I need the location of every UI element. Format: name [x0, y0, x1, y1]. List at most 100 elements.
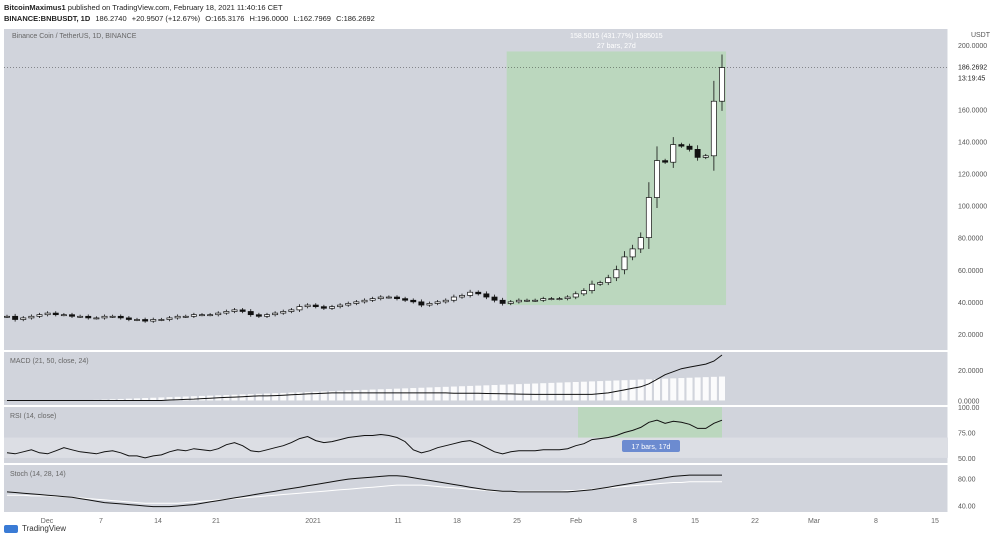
candle-body [645, 197, 652, 238]
macd-axis-tick-label: 20.0000 [958, 368, 983, 375]
measure-box-label-change: 158.5015 (431.77%) 1585015 [570, 33, 663, 40]
macd-histogram-bar [670, 378, 677, 401]
macd-histogram-bar [134, 398, 140, 401]
measure-box-label-bars: 27 bars, 27d [597, 43, 636, 50]
candle-body [556, 298, 563, 300]
macd-histogram-bar [125, 398, 132, 401]
stoch-axis-tick-label: 80.00 [958, 476, 976, 483]
macd-histogram-bar [312, 391, 319, 401]
time-axis-tick-label: Dec [41, 518, 54, 525]
header-line-1: BitcoinMaximus1 published on TradingView… [4, 3, 283, 12]
candle-body [28, 315, 35, 319]
macd-histogram-bar [394, 388, 400, 401]
candle-body [4, 315, 10, 318]
macd-histogram-bar [418, 387, 425, 401]
measure-box [506, 51, 727, 306]
macd-histogram-bar [507, 384, 514, 401]
macd-histogram-bar [629, 379, 636, 401]
macd-title: MACD (21, 50, close, 24) [10, 358, 89, 365]
macd-histogram-bar [710, 376, 717, 401]
macd-histogram-bar [564, 382, 571, 401]
candle-body [402, 298, 409, 301]
candle-body [199, 314, 205, 317]
footer-brand: TradingView [22, 524, 67, 533]
candle-body [296, 306, 303, 311]
macd-histogram-bar [532, 383, 539, 401]
macd-histogram-bar [637, 379, 644, 401]
tradingview-logo-icon [4, 524, 18, 533]
price-axis-tick-label: 20.0000 [958, 332, 983, 339]
candle-body [654, 160, 660, 198]
candle-body [264, 314, 270, 317]
time-axis-tick-label: 25 [513, 518, 521, 525]
candle-body [247, 311, 254, 316]
candle-body [459, 295, 465, 298]
candle-body [515, 299, 522, 303]
rsi-band [4, 437, 948, 458]
candle-body [52, 312, 59, 316]
candle-body [483, 293, 490, 298]
macd-histogram-bar [320, 391, 327, 401]
macd-histogram-bar [515, 384, 522, 401]
candle-body [719, 67, 725, 102]
time-axis-tick-label: 11 [394, 518, 401, 525]
rsi-bars-label: 17 bars, 17d [632, 444, 671, 451]
time-axis-tick-label: 8 [874, 518, 878, 525]
macd-histogram-bar [662, 378, 669, 401]
candle-body [93, 317, 100, 320]
macd-histogram-bar [719, 376, 725, 401]
price-axis-unit-label: USDT [971, 32, 991, 39]
candle-body [548, 298, 555, 300]
price-axis-tick-label: 160.0000 [958, 107, 987, 114]
macd-histogram-bar [645, 379, 652, 401]
candle-body [678, 144, 685, 147]
candle-body [637, 237, 644, 250]
macd-histogram-bar [361, 389, 368, 401]
candle-body [353, 301, 360, 304]
macd-histogram-bar [702, 377, 709, 401]
time-axis-tick-label: 21 [212, 518, 220, 525]
price-axis-tick-label: 120.0000 [958, 171, 987, 178]
stoch-k-line [6, 474, 722, 508]
candle-body [272, 312, 279, 316]
macd-histogram-bar [410, 388, 417, 401]
candle-body [613, 269, 620, 279]
macd-histogram-bar [613, 380, 620, 401]
price-axis-tick-label: 40.0000 [958, 300, 983, 307]
candle-body [117, 315, 124, 319]
price-axis-tick-label: 200.0000 [958, 43, 987, 50]
candle-body [385, 296, 392, 299]
time-axis-tick-label: Mar [808, 518, 821, 525]
candle-body [702, 155, 709, 158]
candle-body [166, 317, 173, 320]
candle-body [564, 296, 571, 299]
macd-histogram-bar [686, 377, 693, 401]
rsi-bars-label-box [622, 440, 680, 452]
macd-histogram-bar [150, 397, 157, 401]
candle-body [450, 296, 457, 301]
macd-histogram-bar [353, 390, 360, 401]
candle-body [231, 309, 238, 312]
candle-body [329, 306, 335, 309]
rsi-line [6, 419, 723, 459]
candle-body [686, 145, 693, 150]
candle-body [304, 304, 311, 308]
candle-body [442, 299, 449, 303]
candle-body [134, 319, 140, 321]
price-change: +20.9507 (+12.67%) [131, 14, 201, 23]
candle-body [670, 144, 677, 163]
candle-body [320, 306, 327, 309]
current-price-label: 186.2692 [958, 65, 987, 72]
candle-body [418, 301, 425, 306]
candle-body [190, 314, 197, 317]
macd-histogram-bar [174, 396, 181, 401]
candle-body [426, 303, 433, 306]
candle-body [280, 311, 287, 314]
countdown-label: 13:19:45 [958, 76, 985, 83]
candle-body [69, 314, 75, 317]
time-axis-tick-label: 15 [691, 518, 699, 525]
macd-histogram-bar [304, 391, 311, 401]
macd-histogram-bar [385, 388, 392, 401]
candle-body [394, 296, 400, 299]
